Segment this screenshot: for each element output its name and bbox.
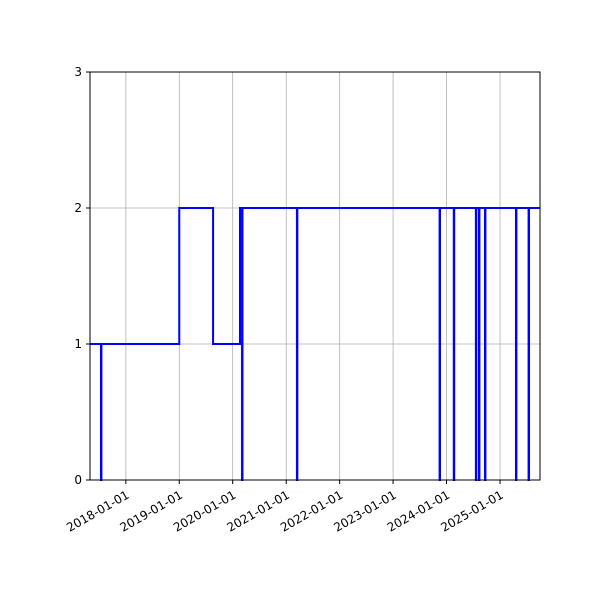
y-tick-label: 1 xyxy=(74,337,82,351)
series-line xyxy=(90,207,540,481)
axes-frame-layer xyxy=(89,71,541,481)
y-tick-label: 2 xyxy=(74,201,82,215)
grid-layer xyxy=(90,71,540,481)
series-layer xyxy=(90,207,540,481)
axes-frame xyxy=(89,71,541,481)
y-tick-label: 0 xyxy=(74,473,82,487)
y-tick-label: 3 xyxy=(74,65,82,79)
